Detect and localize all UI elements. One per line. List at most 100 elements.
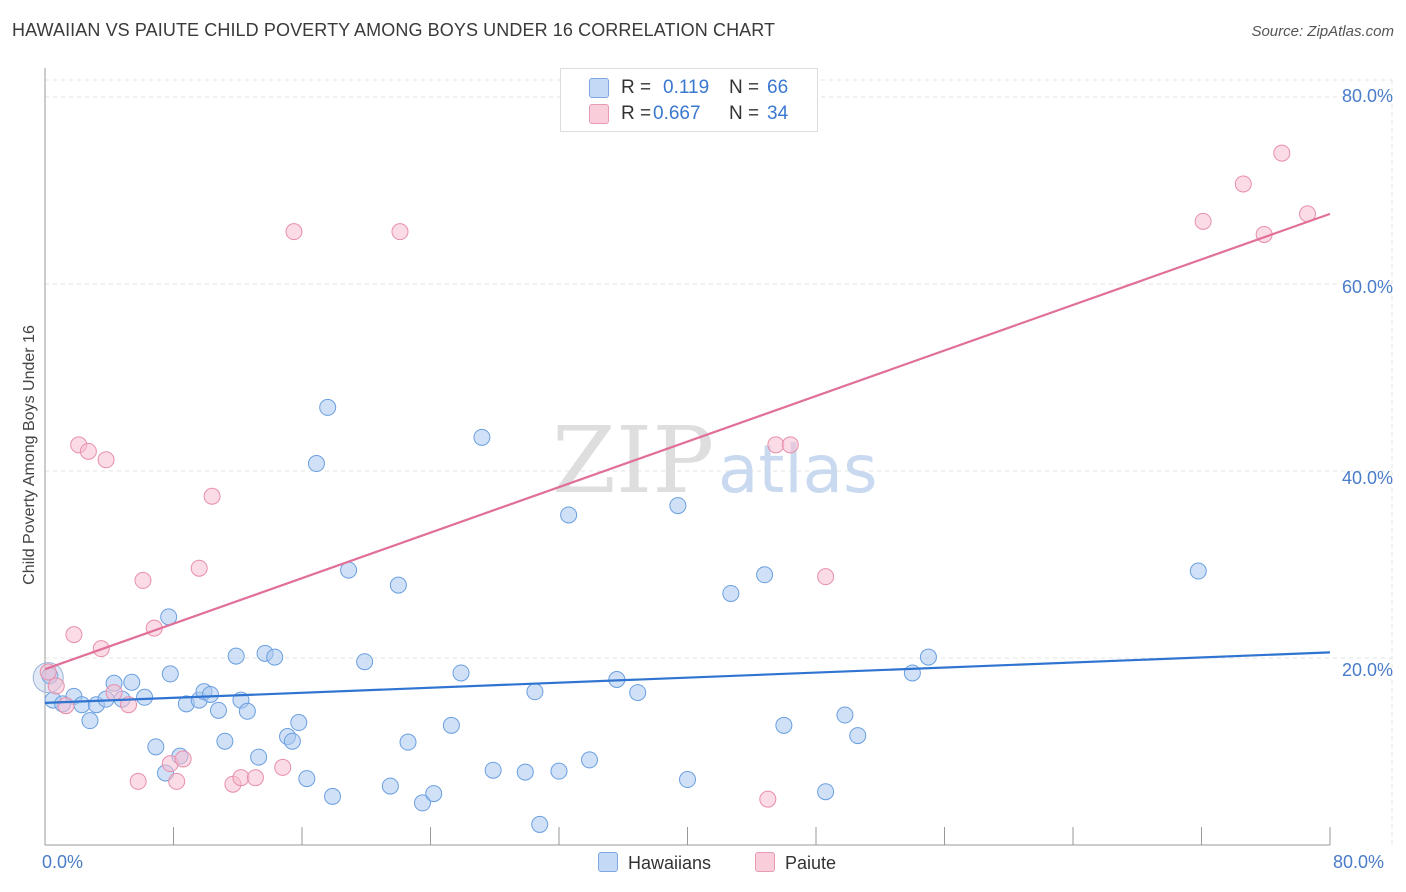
hawaiians-point — [136, 688, 154, 706]
hawaiians-point — [836, 706, 854, 724]
paiute-point — [168, 772, 186, 790]
hawaiians-point — [413, 794, 431, 812]
hawaiians-point — [629, 684, 647, 702]
bottom-legend-label: Paiute — [785, 853, 837, 873]
chart-title: HAWAIIAN VS PAIUTE CHILD POVERTY AMONG B… — [12, 20, 776, 40]
y-tick-label: 80.0% — [1341, 86, 1393, 106]
legend-r-value: 0.667 — [653, 103, 701, 124]
paiute-point — [817, 568, 835, 586]
paiute-points — [39, 144, 1317, 808]
paiute-point — [203, 487, 221, 505]
hawaiians-trend-line — [44, 651, 1331, 704]
hawaiians-point — [775, 716, 793, 734]
paiute-point — [47, 677, 65, 695]
paiute-point — [246, 769, 264, 787]
bottom-legend-swatch-hawaiians — [598, 852, 618, 872]
hawaiians-point — [679, 771, 696, 789]
hawaiians-point — [516, 763, 534, 781]
hawaiians-point — [147, 738, 165, 756]
hawaiians-point — [266, 648, 284, 666]
hawaiians-point — [425, 785, 443, 803]
hawaiians-point — [356, 653, 374, 671]
hawaiians-point — [560, 506, 578, 524]
hawaiians-point — [283, 732, 301, 750]
correlation-legend: R = 0.119 N = 66 R = 0.667 N = 34 — [560, 68, 818, 132]
paiute-point — [767, 436, 785, 454]
paiute-point — [274, 758, 292, 776]
legend-n-value: 34 — [767, 103, 789, 124]
y-axis-label: Child Poverty Among Boys Under 16 — [21, 325, 38, 585]
paiute-point — [97, 451, 115, 469]
legend-swatch-hawaiians — [589, 78, 609, 98]
paiute-trend-line — [44, 212, 1331, 671]
hawaiians-point — [201, 685, 219, 703]
hawaiians-point — [209, 701, 227, 719]
legend-row-paiute: R = 0.667 N = 34 — [561, 101, 817, 127]
hawaiians-point — [1189, 562, 1207, 580]
hawaiians-point — [290, 714, 308, 732]
bottom-legend-hawaiians: Hawaiians — [598, 852, 711, 874]
bottom-legend-swatch-paiute — [755, 852, 775, 872]
x-tick-label: 80.0% — [1333, 852, 1385, 872]
paiute-point — [391, 223, 409, 241]
hawaiians-point — [581, 751, 599, 769]
hawaiians-point — [73, 696, 91, 714]
hawaiians-point — [381, 777, 399, 795]
hawaiians-point — [669, 497, 687, 515]
paiute-point — [781, 436, 799, 454]
legend-n-value: 66 — [767, 77, 789, 98]
hawaiians-point — [399, 733, 417, 751]
hawaiians-point — [452, 664, 470, 682]
paiute-point — [1273, 144, 1291, 162]
hawaiians-point — [123, 673, 141, 691]
trend-lines — [44, 212, 1331, 704]
y-tick-label: 20.0% — [1341, 660, 1393, 680]
legend-r-label: R = — [621, 77, 652, 98]
paiute-point — [79, 442, 97, 460]
hawaiians-point — [81, 712, 99, 730]
y-tick-label: 60.0% — [1341, 277, 1393, 297]
watermark: ZIP atlas — [552, 407, 878, 514]
hawaiians-point — [756, 566, 774, 584]
legend-row-hawaiians: R = 0.119 N = 66 — [561, 75, 817, 101]
source-label: Source: ZipAtlas.com — [1251, 23, 1394, 40]
legend-swatch-paiute — [589, 104, 609, 124]
hawaiians-point — [216, 732, 234, 750]
hawaiians-point — [442, 716, 460, 734]
bottom-legend-paiute: Paiute — [755, 852, 836, 874]
paiute-point — [759, 790, 777, 808]
bottom-legend-label: Hawaiians — [628, 853, 712, 873]
legend-r-value: 0.119 — [663, 77, 710, 98]
hawaiians-point — [389, 576, 407, 594]
paiute-point — [105, 684, 123, 702]
hawaiians-point — [250, 748, 268, 766]
legend-n-label: N = — [729, 103, 760, 124]
x-tick-label: 0.0% — [42, 852, 84, 872]
legend-r-label: R = — [621, 103, 652, 124]
hawaiians-point — [526, 683, 544, 701]
hawaiians-point — [238, 702, 256, 720]
paiute-point — [39, 663, 57, 681]
hawaiians-point — [307, 455, 325, 473]
paiute-point — [285, 223, 303, 241]
legend-n-label: N = — [729, 77, 760, 98]
paiute-point — [134, 571, 152, 589]
hawaiians-point — [319, 398, 337, 416]
hawaiians-point — [919, 648, 937, 666]
hawaiians-point — [531, 815, 549, 833]
axes — [44, 68, 1331, 846]
paiute-point — [232, 769, 250, 787]
paiute-point — [1194, 212, 1212, 230]
hawaiians-point — [903, 664, 921, 682]
hawaiians-point — [722, 584, 740, 602]
hawaiians-point — [473, 428, 491, 446]
hawaiians-point — [227, 647, 245, 665]
hawaiians-point — [849, 727, 867, 745]
paiute-point — [190, 559, 208, 577]
paiute-point — [65, 626, 83, 644]
hawaiians-point — [817, 783, 835, 801]
paiute-point — [129, 772, 147, 790]
hawaiians-point — [550, 762, 568, 780]
y-tick-label: 40.0% — [1341, 468, 1393, 488]
